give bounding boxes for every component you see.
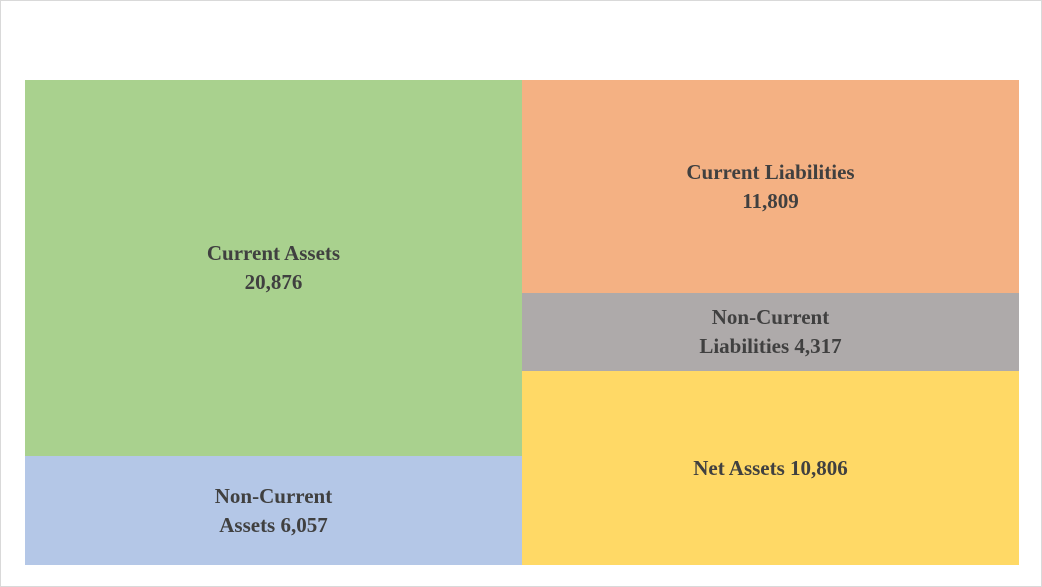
treemap-tile-net-assets: Net Assets 10,806 [522, 371, 1019, 565]
treemap-column-2: Current Liabilities 11,809 Non-Current Li… [522, 80, 1019, 565]
treemap-tile-label: Current Liabilities 11,809 [686, 159, 855, 213]
treemap-tile-label: Net Assets 10,806 [693, 455, 848, 480]
treemap-tile-label: Non-Current Liabilities 4,317 [699, 305, 842, 358]
treemap-tile-current-assets: Current Assets 20,876 [25, 80, 522, 456]
treemap-tile-non-current-liabilities: Non-Current Liabilities 4,317 [522, 293, 1019, 371]
treemap-plot-area: Current Assets 20,876 Non-Current Assets … [25, 80, 1019, 565]
treemap-tile-current-liabilities: Current Liabilities 11,809 [522, 80, 1019, 293]
treemap-tile-label: Non-Current Assets 6,057 [214, 483, 333, 537]
treemap-tile-non-current-assets: Non-Current Assets 6,057 [25, 456, 522, 565]
treemap-column-1: Current Assets 20,876 Non-Current Assets … [25, 80, 522, 565]
treemap-tile-label: Current Assets 20,876 [206, 241, 341, 294]
